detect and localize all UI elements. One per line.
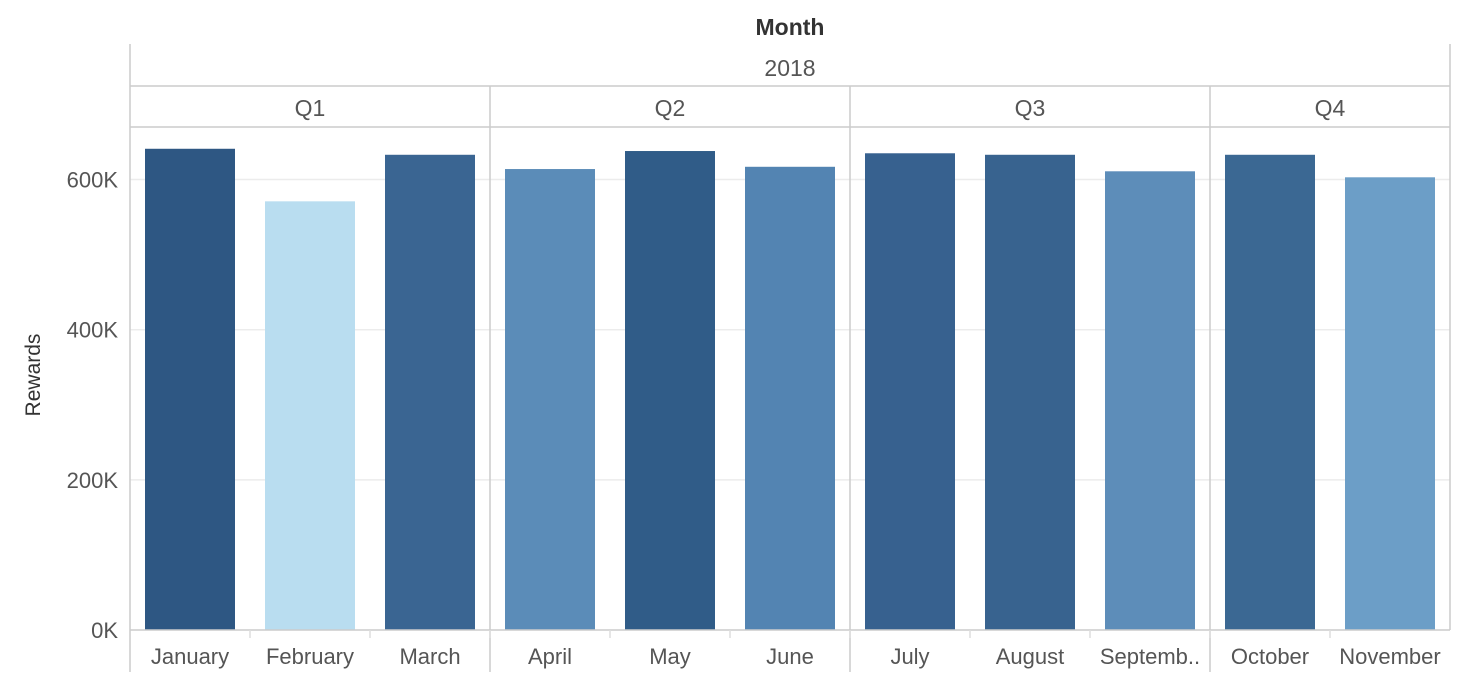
x-tick-label: August [996, 644, 1065, 669]
chart-frame [129, 44, 1451, 672]
y-tick-label: 400K [67, 318, 119, 343]
quarter-label: Q3 [1015, 95, 1046, 121]
x-tick-label: March [399, 644, 460, 669]
x-tick-label: November [1339, 644, 1440, 669]
x-tick-label: May [649, 644, 691, 669]
quarter-label: Q2 [655, 95, 686, 121]
chart-title: Month [756, 14, 825, 40]
bar [505, 169, 595, 630]
y-tick-label: 200K [67, 468, 119, 493]
bar [1345, 177, 1435, 631]
x-tick-label: June [766, 644, 814, 669]
labels: Month 2018 Rewards 0K 200K 400K 600K January… [22, 14, 1441, 669]
bar [145, 148, 235, 630]
bar [1225, 154, 1315, 630]
bar [865, 153, 955, 630]
bar [265, 201, 355, 630]
bar [625, 151, 715, 631]
year-header: 2018 [764, 55, 815, 81]
bars [145, 148, 1435, 631]
bar [385, 154, 475, 630]
bar [745, 166, 835, 630]
x-tick-label: Septemb.. [1100, 644, 1200, 669]
y-axis-label: Rewards [22, 334, 45, 417]
bar [985, 154, 1075, 630]
x-tick-label: April [528, 644, 572, 669]
x-tick-label: October [1231, 644, 1309, 669]
x-tick-label: January [151, 644, 229, 669]
quarter-label: Q1 [295, 95, 326, 121]
x-tick-label: July [890, 644, 929, 669]
quarter-label: Q4 [1315, 95, 1346, 121]
y-tick-label: 600K [67, 168, 119, 193]
y-tick-label: 0K [91, 618, 118, 643]
x-tick-label: February [266, 644, 354, 669]
bar [1105, 171, 1195, 630]
